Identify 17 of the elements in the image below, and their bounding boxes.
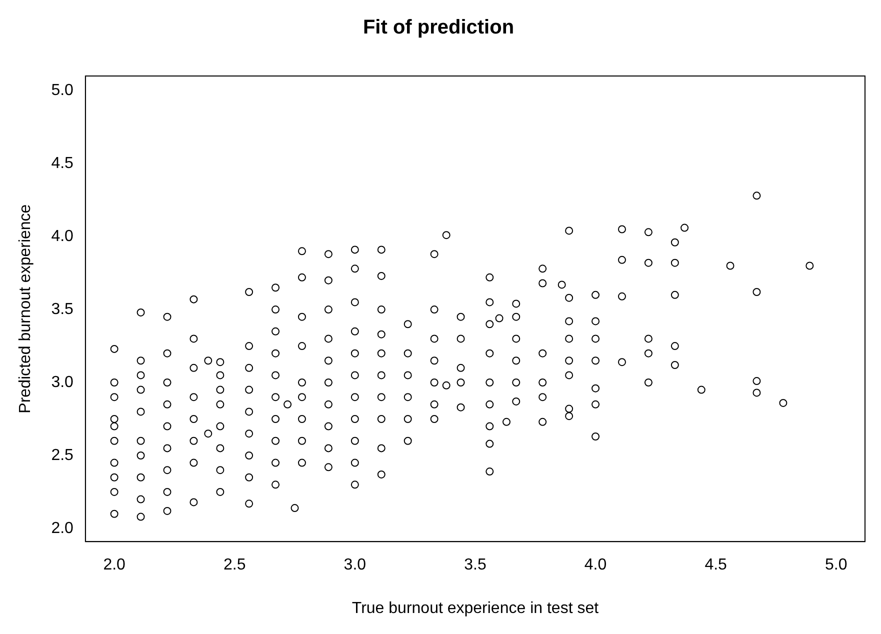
- y-tick-label: 4.5: [51, 154, 74, 172]
- y-tick-label: 3.5: [51, 300, 74, 318]
- y-tick-label: 5.0: [51, 82, 74, 99]
- y-axis-title: Predicted burnout experience: [17, 204, 34, 414]
- y-tick-label: 2.0: [51, 520, 74, 537]
- x-tick-label: 2.0: [103, 556, 126, 574]
- x-tick-label: 3.5: [464, 556, 486, 574]
- y-tick-label: 2.5: [51, 446, 74, 464]
- x-axis-title: True burnout experience in test set: [352, 600, 600, 617]
- x-tick-label: 2.5: [223, 556, 246, 574]
- x-tick-label: 5.0: [825, 556, 848, 574]
- x-tick-label: 3.0: [344, 556, 366, 574]
- y-tick-label: 3.0: [51, 374, 74, 391]
- y-tick-label: 4.0: [51, 228, 74, 245]
- x-tick-label: 4.5: [704, 556, 728, 574]
- x-tick-label: 4.0: [584, 556, 607, 574]
- chart-title: Fit of prediction: [362, 16, 514, 39]
